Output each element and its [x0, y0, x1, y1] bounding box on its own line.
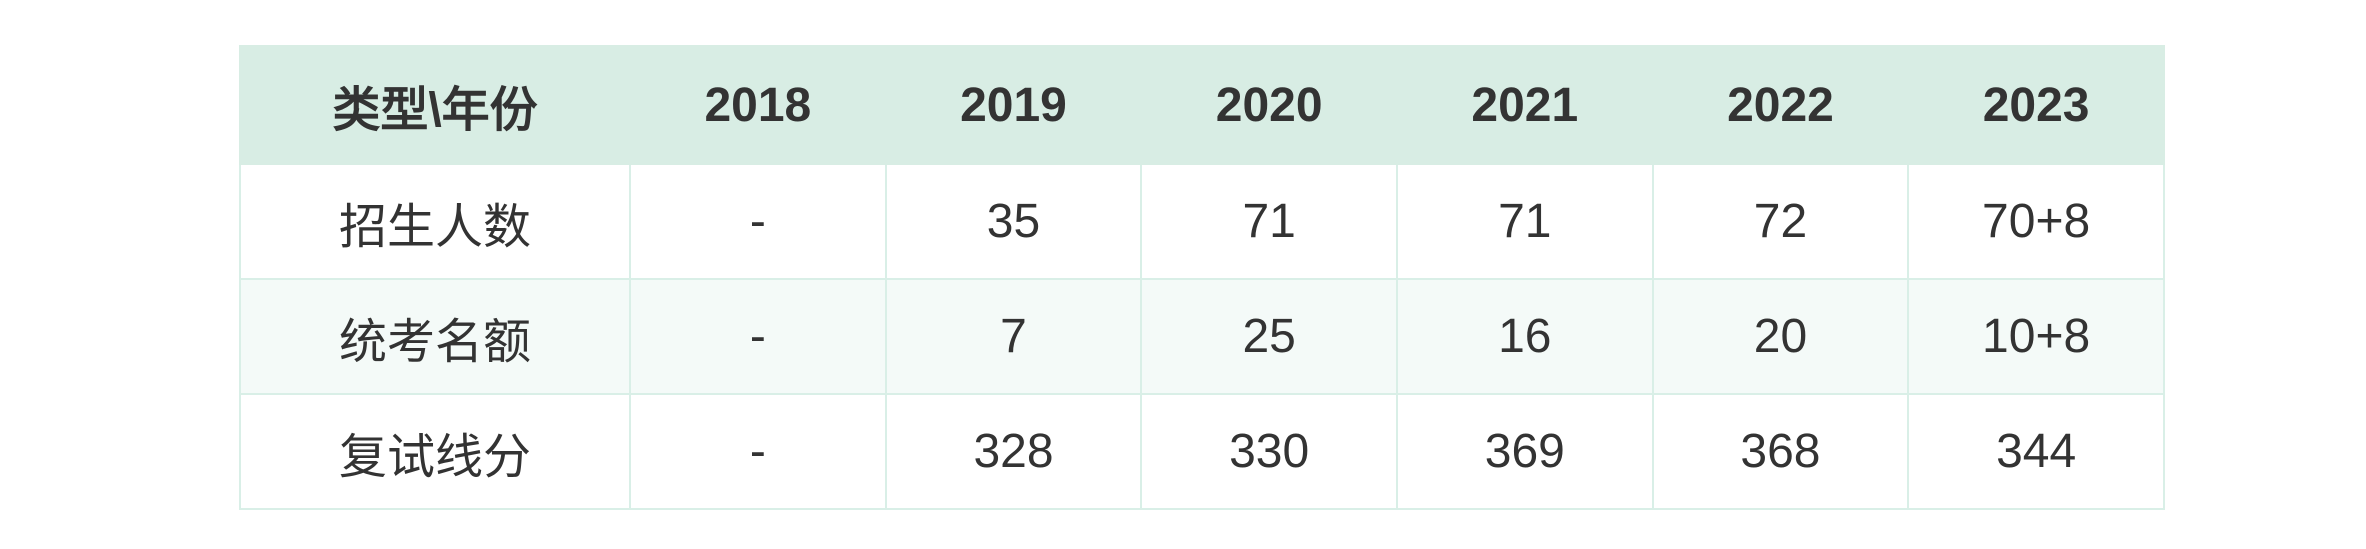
- table-cell: 7: [884, 278, 1143, 395]
- table-row: 招生人数 - 35 71 71 72 70+8: [239, 163, 2165, 280]
- table-cell: 70+8: [1907, 163, 2165, 280]
- row-label: 招生人数: [239, 163, 631, 280]
- header-row: 类型\年份 2018 2019 2020 2021 2022 2023: [239, 45, 2165, 165]
- table-cell: 25: [1140, 278, 1398, 395]
- table-cell: 71: [1395, 163, 1654, 280]
- table-cell: 10+8: [1907, 278, 2165, 395]
- header-2018: 2018: [629, 45, 887, 165]
- header-2020: 2020: [1140, 45, 1398, 165]
- table-cell: -: [629, 278, 887, 395]
- table-body: 招生人数 - 35 71 71 72 70+8 统考名额 - 7 25 16 2…: [239, 163, 2165, 510]
- admissions-table: 类型\年份 2018 2019 2020 2021 2022 2023 招生人数…: [239, 45, 2165, 510]
- table-row: 复试线分 - 328 330 369 368 344: [239, 393, 2165, 510]
- header-type-year: 类型\年份: [239, 45, 631, 165]
- table-cell: 330: [1140, 393, 1398, 510]
- header-2019: 2019: [884, 45, 1143, 165]
- row-label: 复试线分: [239, 393, 631, 510]
- table-cell: 71: [1140, 163, 1398, 280]
- row-label: 统考名额: [239, 278, 631, 395]
- table-cell: 20: [1651, 278, 1910, 395]
- table-cell: 344: [1907, 393, 2165, 510]
- table-cell: 369: [1395, 393, 1654, 510]
- header-2023: 2023: [1907, 45, 2165, 165]
- table-cell: 368: [1651, 393, 1910, 510]
- header-2021: 2021: [1395, 45, 1654, 165]
- table-cell: 35: [884, 163, 1143, 280]
- header-2022: 2022: [1651, 45, 1910, 165]
- table-cell: -: [629, 393, 887, 510]
- table-cell: 72: [1651, 163, 1910, 280]
- table-cell: 16: [1395, 278, 1654, 395]
- table-cell: 328: [884, 393, 1143, 510]
- table-cell: -: [629, 163, 887, 280]
- table-row: 统考名额 - 7 25 16 20 10+8: [239, 278, 2165, 395]
- table-header: 类型\年份 2018 2019 2020 2021 2022 2023: [239, 45, 2165, 165]
